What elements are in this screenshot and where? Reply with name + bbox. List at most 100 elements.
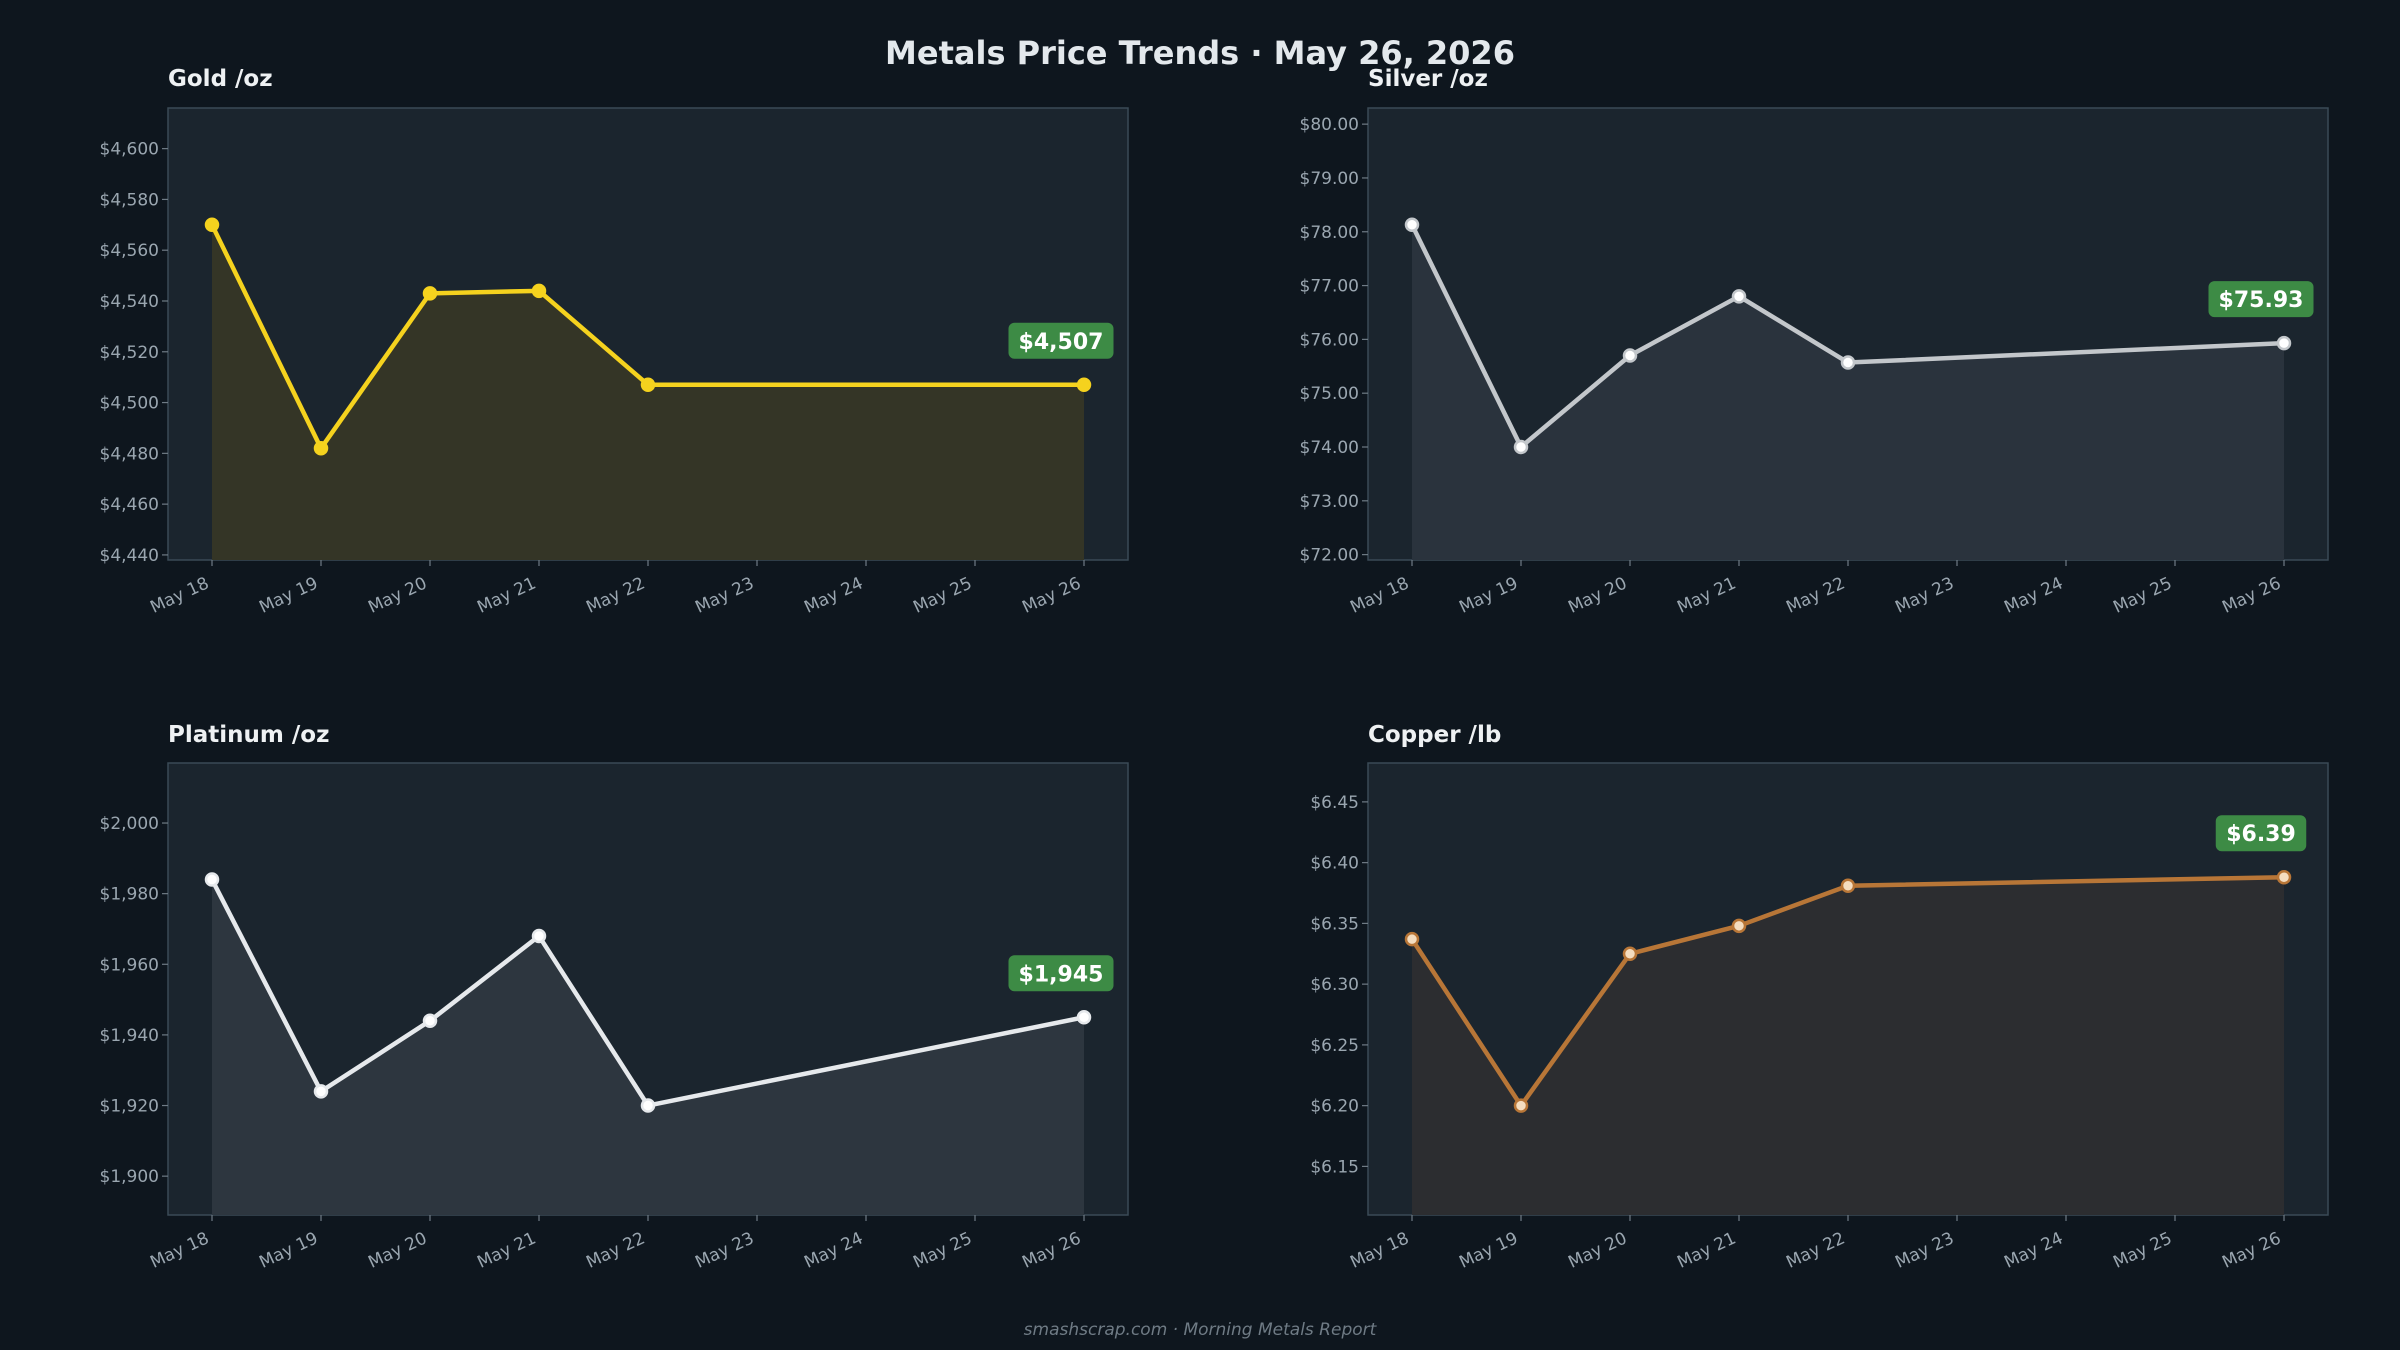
copper-panel: Copper /lb $6.15 $6.20 $6.25 $6.30 $6.35 $6.40… — [1310, 722, 2329, 1273]
copper-area-fill — [1412, 877, 2284, 1215]
gold-xtick-label: May 21 — [474, 573, 539, 617]
silver-latest-price: $75.93 — [2219, 288, 2304, 313]
silver-latest-badge — [2208, 281, 2314, 318]
platinum-xtick-label: May 25 — [910, 1228, 975, 1272]
gold-data-point — [1076, 377, 1092, 393]
platinum-xtick-label: May 18 — [147, 1228, 212, 1272]
gold-latest-price: $4,507 — [1019, 330, 1104, 355]
copper-ytick-label: $6.25 — [1310, 1036, 1359, 1056]
copper-ytick-label: $6.20 — [1310, 1097, 1359, 1117]
copper-data-point — [1513, 1098, 1529, 1113]
gold-data-point — [531, 283, 547, 299]
gold-ytick-label: $4,460 — [100, 495, 159, 515]
copper-data-point — [2276, 869, 2292, 885]
silver-ytick-label: $74.00 — [1300, 438, 1359, 458]
silver-xtick-label: May 25 — [2110, 573, 2175, 617]
gold-data-point — [422, 286, 438, 301]
platinum-data-point — [640, 1098, 656, 1113]
gold-xtick-label: May 19 — [256, 573, 321, 617]
silver-ytick-label: $80.00 — [1300, 115, 1359, 135]
copper-xtick-label: May 19 — [1456, 1228, 1521, 1272]
copper-xtick-label: May 25 — [2110, 1228, 2175, 1272]
platinum-xtick-label: May 23 — [692, 1228, 757, 1272]
gold-ytick-label: $4,480 — [100, 444, 159, 464]
gold-latest-badge — [1008, 322, 1114, 359]
silver-ytick-label: $77.00 — [1300, 277, 1359, 297]
gold-price-line — [209, 222, 1087, 451]
gold-title: Gold /oz — [168, 66, 273, 92]
copper-data-point — [1622, 946, 1638, 962]
silver-data-point — [1404, 217, 1420, 233]
platinum-ytick-label: $1,980 — [100, 885, 159, 905]
platinum-xtick-label: May 19 — [256, 1228, 321, 1272]
platinum-xtick-label: May 26 — [1019, 1228, 1084, 1272]
platinum-data-point — [313, 1084, 329, 1099]
gold-ytick-label: $4,580 — [100, 190, 159, 210]
silver-data-point — [1622, 348, 1638, 363]
platinum-data-point — [1076, 1010, 1092, 1025]
copper-xtick-label: May 22 — [1783, 1228, 1848, 1272]
platinum-data-point — [531, 928, 547, 944]
copper-xtick-label: May 21 — [1674, 1228, 1739, 1272]
platinum-latest-badge — [1008, 955, 1114, 992]
gold-data-point — [313, 441, 329, 456]
gold-xtick-label: May 26 — [1019, 573, 1084, 617]
silver-xtick-label: May 26 — [2219, 573, 2284, 617]
platinum-xtick-label: May 21 — [474, 1228, 539, 1272]
silver-data-point — [1731, 289, 1747, 304]
gold-ytick-label: $4,500 — [100, 394, 159, 414]
platinum-price-line — [209, 877, 1087, 1108]
gold-ytick-label: $4,600 — [100, 140, 159, 160]
gold-xtick-label: May 20 — [365, 573, 430, 617]
gold-xtick-label: May 25 — [910, 573, 975, 617]
copper-price-line — [1409, 874, 2287, 1108]
gold-panel: Gold /oz $4,440 $4,460 $4,480 $4,500 $4,520 $4… — [100, 66, 1129, 618]
silver-xtick-label: May 23 — [1892, 573, 1957, 617]
gold-data-point — [204, 217, 220, 233]
silver-ytick-label: $78.00 — [1300, 223, 1359, 243]
copper-data-point — [1404, 931, 1420, 947]
platinum-latest-price: $1,945 — [1019, 962, 1104, 987]
copper-ytick-label: $6.40 — [1310, 854, 1359, 874]
silver-price-line — [1409, 222, 2287, 450]
copper-data-point — [1731, 918, 1747, 934]
silver-xtick-label: May 22 — [1783, 573, 1848, 617]
copper-title: Copper /lb — [1368, 722, 1501, 748]
silver-xtick-label: May 20 — [1565, 573, 1630, 617]
gold-xtick-label: May 24 — [801, 573, 866, 617]
silver-ytick-label: $75.00 — [1300, 384, 1359, 404]
gold-xtick-label: May 18 — [147, 573, 212, 617]
copper-latest-price: $6.39 — [2226, 822, 2296, 847]
silver-ytick-label: $72.00 — [1300, 546, 1359, 566]
gold-ytick-label: $4,540 — [100, 292, 159, 312]
platinum-xtick-label: May 22 — [583, 1228, 648, 1272]
gold-area-fill — [212, 224, 1084, 560]
platinum-xtick-label: May 20 — [365, 1228, 430, 1272]
copper-xtick-label: May 26 — [2219, 1228, 2284, 1272]
figure-title: Metals Price Trends · May 26, 2026 — [885, 34, 1515, 72]
platinum-data-point — [422, 1013, 438, 1029]
gold-data-point — [640, 377, 656, 393]
copper-ytick-label: $6.15 — [1310, 1157, 1359, 1177]
platinum-data-point — [204, 872, 220, 887]
footer-credit: smashscrap.com · Morning Metals Report — [1024, 1320, 1378, 1340]
silver-data-point — [1513, 439, 1529, 455]
silver-data-point — [1840, 355, 1856, 370]
silver-title: Silver /oz — [1368, 66, 1488, 92]
copper-ytick-label: $6.45 — [1310, 793, 1359, 813]
platinum-ytick-label: $1,940 — [100, 1026, 159, 1046]
gold-ytick-label: $4,560 — [100, 241, 159, 261]
platinum-xtick-label: May 24 — [801, 1228, 866, 1272]
platinum-area-fill — [212, 879, 1084, 1215]
silver-xtick-label: May 18 — [1347, 573, 1412, 617]
silver-ytick-label: $73.00 — [1300, 492, 1359, 512]
silver-xtick-label: May 21 — [1674, 573, 1739, 617]
platinum-ytick-label: $1,960 — [100, 955, 159, 975]
platinum-ytick-label: $1,920 — [100, 1097, 159, 1117]
gold-ytick-label: $4,520 — [100, 343, 159, 363]
silver-xtick-label: May 24 — [2001, 573, 2066, 617]
copper-xtick-label: May 23 — [1892, 1228, 1957, 1272]
silver-ytick-label: $79.00 — [1300, 169, 1359, 189]
platinum-ytick-label: $1,900 — [100, 1167, 159, 1187]
